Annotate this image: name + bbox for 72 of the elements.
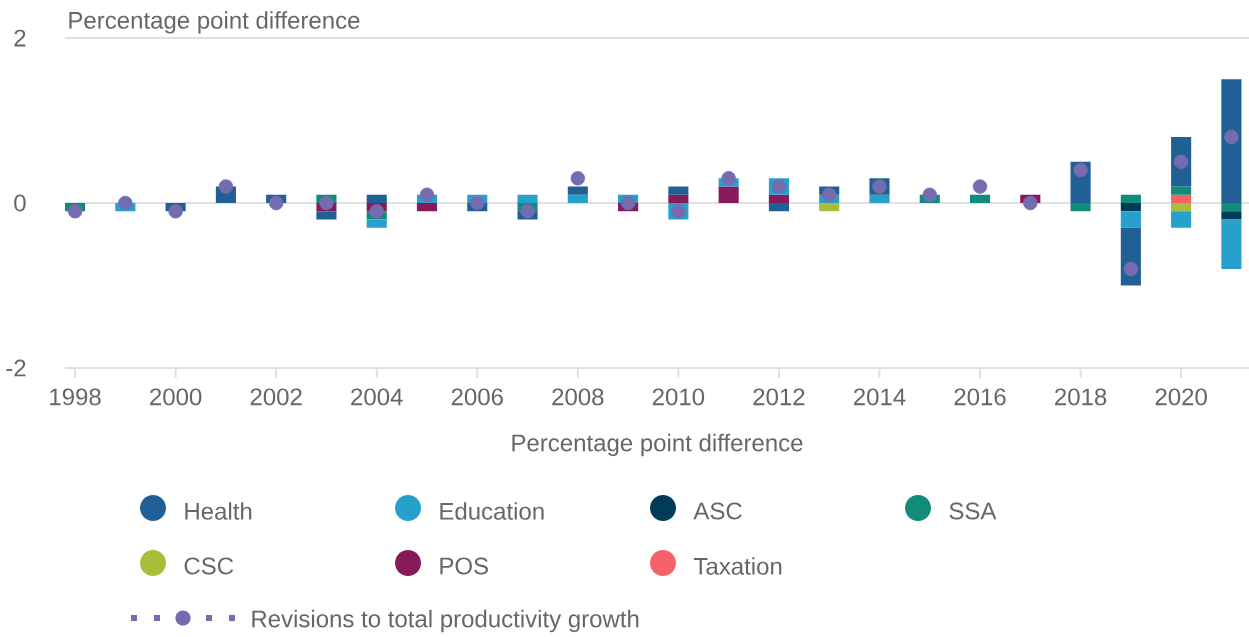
bar [768,194,789,203]
bar [366,194,387,203]
bar [1171,194,1192,203]
x-tick-label: 2004 [351,388,403,406]
y-axis-title: Percentage point difference [69,11,360,34]
bar [567,186,588,195]
bar [1171,203,1192,212]
point [822,187,837,202]
bar [316,211,337,220]
point [470,195,485,211]
x-tick-label: 2014 [853,388,906,406]
point [1173,154,1189,169]
y-tick-label: 0 [14,194,26,212]
point [67,204,83,219]
x-tick-label: 2008 [552,388,604,406]
bar [869,194,890,203]
bar [517,194,538,203]
x-tick-label: 2000 [150,388,202,406]
point [570,171,586,186]
x-tick-label: 1998 [50,388,101,406]
bar [567,194,588,203]
legend-label: Taxation [693,557,782,575]
bar [1221,219,1242,269]
bar [1221,203,1242,212]
point [319,195,334,211]
point [520,204,535,219]
point [1023,195,1038,211]
bar [1221,211,1242,220]
point [1073,162,1088,178]
legend-label: Education [440,502,544,520]
point [118,195,133,211]
point [419,187,435,202]
point [620,195,636,211]
legend-label: CSC [184,557,234,575]
bar [1120,211,1141,228]
x-tick-label: 2006 [451,388,503,406]
y-tick-label: -2 [6,359,26,377]
x-tick-label: 2020 [1155,388,1207,406]
point [922,187,937,202]
legend-label: POS [440,557,488,575]
point [972,179,988,194]
bar [969,194,991,203]
x-tick-label: 2010 [652,388,705,406]
x-tick-label: 2016 [954,388,1006,406]
x-axis-title: Percentage point difference [512,433,803,457]
bar [1221,79,1242,203]
x-tick-label: 2012 [753,388,805,406]
bar [1070,203,1091,212]
point [168,204,183,219]
bar [366,219,387,228]
point [218,179,234,194]
bar [668,186,689,195]
bar [1171,186,1192,195]
legend-label: Health [185,502,252,520]
bar [1120,203,1141,212]
bar [416,203,438,212]
x-tick-label: 2002 [250,388,302,406]
point [369,204,384,219]
x-tick-label: 2018 [1055,388,1107,406]
bar [718,186,739,203]
legend-label: ASC [693,502,742,520]
point [1123,261,1139,277]
legend-label: SSA [949,502,997,520]
bar [668,194,689,203]
bar [768,203,789,212]
legend-label: Revisions to total productivity growth [252,609,639,633]
point [721,171,736,186]
bar [1120,194,1141,203]
bar [1171,211,1192,228]
y-tick-label: 2 [14,29,26,47]
point [268,195,284,211]
bar [819,203,840,212]
